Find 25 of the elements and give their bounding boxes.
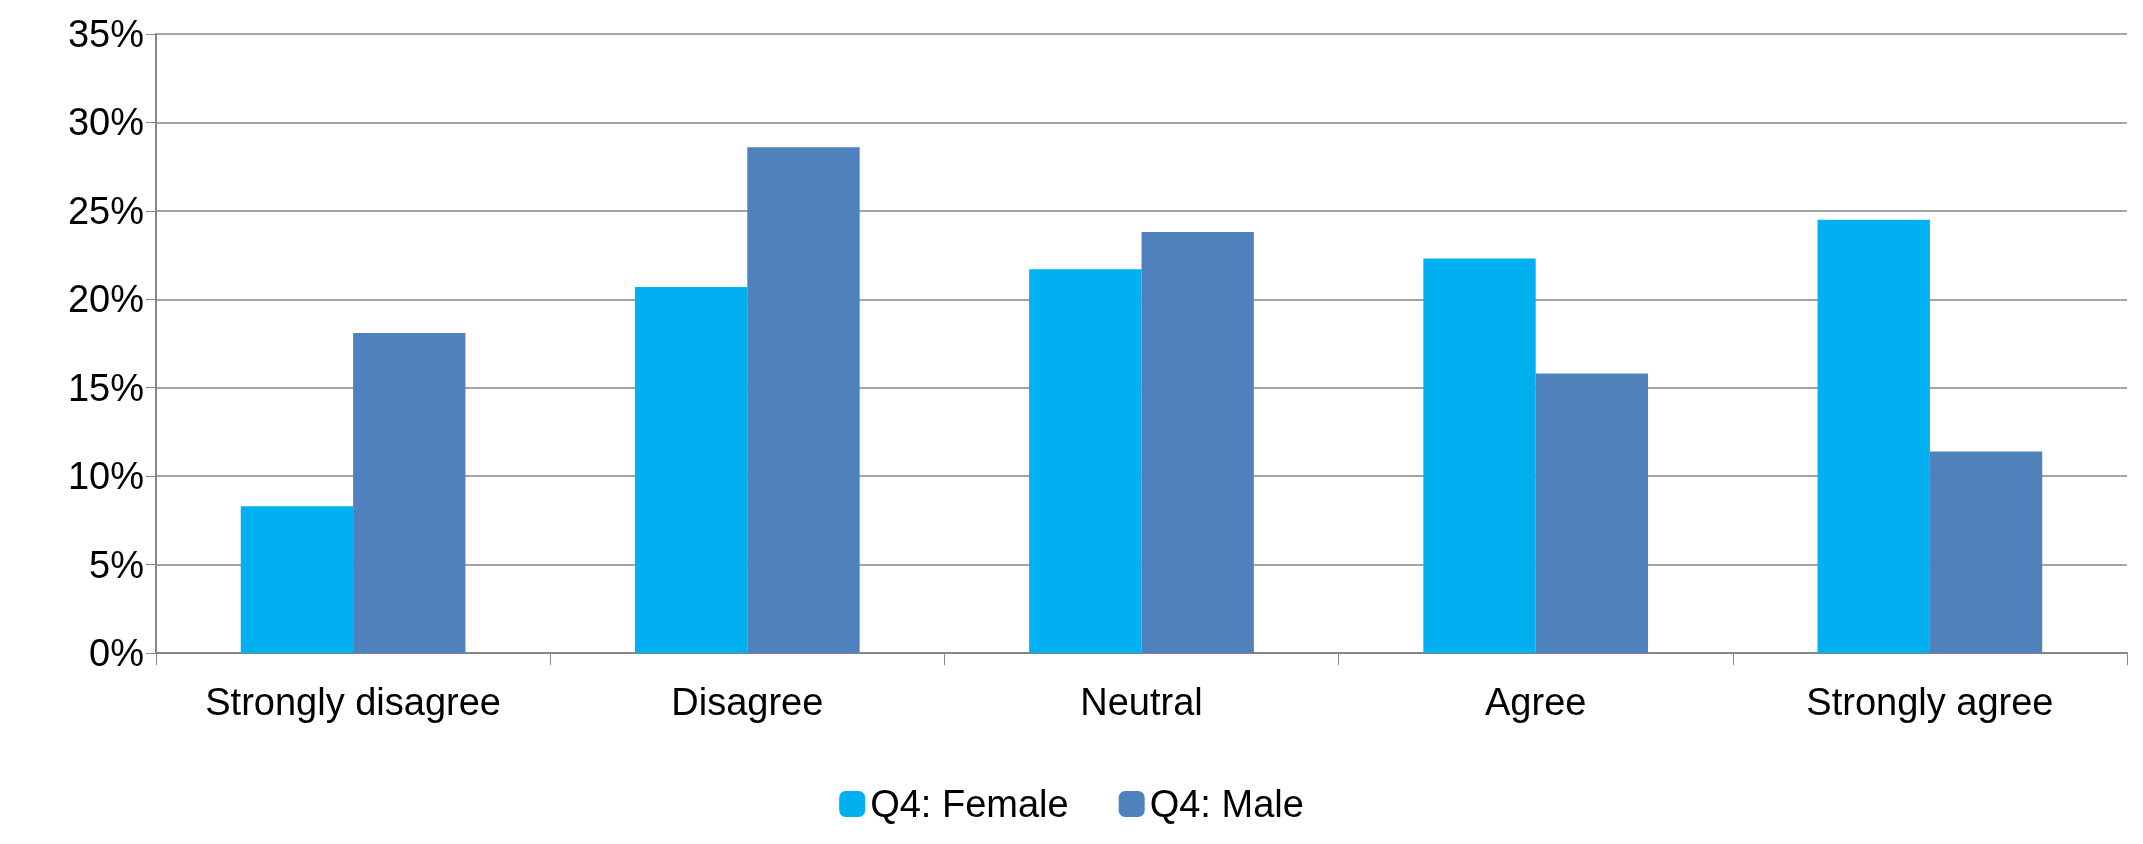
y-tick-label: 30% — [67, 101, 144, 144]
x-tick-label: Strongly disagree — [205, 681, 501, 723]
y-tick-label: 25% — [67, 189, 144, 232]
bar — [1141, 232, 1254, 653]
bar — [1423, 258, 1536, 653]
legend-label: Q4: Male — [1149, 783, 1304, 825]
bar — [1535, 373, 1649, 653]
y-tick-label: 20% — [67, 278, 144, 321]
bar — [1029, 269, 1142, 653]
x-tick-label: Agree — [1485, 681, 1587, 723]
legend-label: Q4: Female — [870, 783, 1069, 825]
y-tick-label: 35% — [67, 13, 144, 55]
bar — [240, 506, 354, 653]
y-tick-label: 0% — [89, 632, 144, 674]
y-tick-label: 10% — [67, 455, 144, 498]
x-tick-label: Strongly agree — [1806, 681, 2054, 723]
bar — [747, 147, 860, 653]
bar — [634, 286, 748, 653]
x-tick-label: Disagree — [671, 681, 824, 723]
bar — [1817, 219, 1930, 653]
y-tick-label: 15% — [67, 366, 144, 409]
bar — [353, 332, 466, 653]
x-tick-label: Neutral — [1080, 681, 1203, 723]
y-tick-label: 5% — [89, 543, 144, 586]
bar — [1929, 451, 2043, 653]
